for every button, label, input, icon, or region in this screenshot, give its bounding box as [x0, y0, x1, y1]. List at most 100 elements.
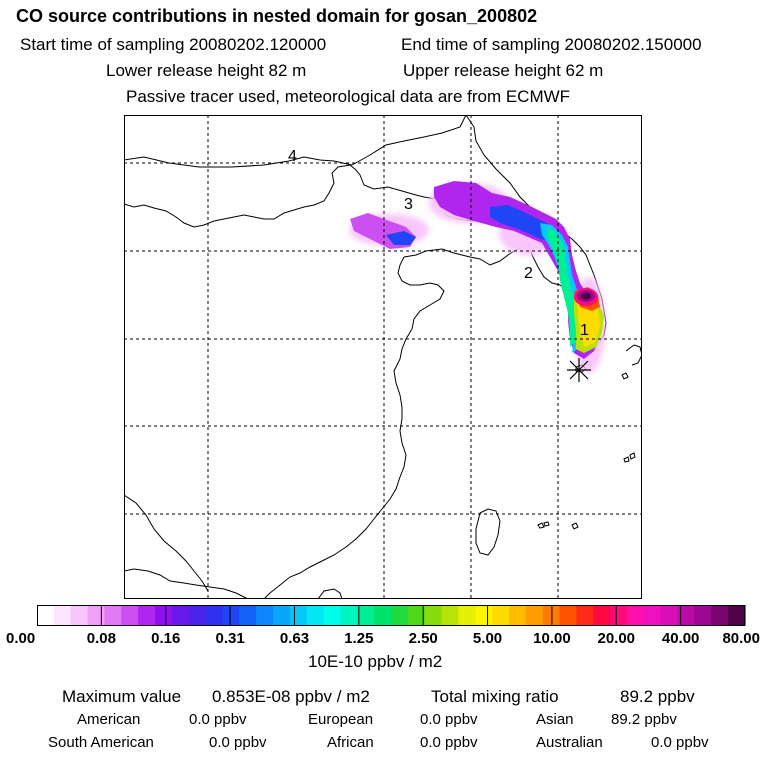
- ryukyu-3: [537, 522, 545, 529]
- taiwan: [475, 508, 501, 556]
- colorbar-tick-label: 1.25: [344, 630, 374, 647]
- colorbar-cell: [391, 605, 409, 626]
- colorbar-cell: [273, 605, 291, 626]
- lat-lon-gridlines: [124, 115, 642, 599]
- colorbar-tick-label: 40.00: [661, 630, 700, 647]
- colorbar-cell: [121, 605, 139, 626]
- start-time: Start time of sampling 20080202.120000: [20, 35, 327, 54]
- colorbar-tick-label: 20.00: [597, 630, 636, 647]
- colorbar-cell: [289, 605, 308, 626]
- map-background: [124, 115, 642, 599]
- region-label-2: 2: [524, 265, 533, 282]
- colorbar-cell: [87, 605, 106, 626]
- region-american-value: 0.0 ppbv: [189, 711, 247, 728]
- colorbar-cell: [458, 605, 476, 626]
- colorbar-cell: [728, 605, 746, 626]
- end-time: End time of sampling 20080202.150000: [401, 35, 702, 54]
- total-mixing-ratio-label: Total mixing ratio: [431, 687, 559, 706]
- east-china-coast: [263, 358, 407, 599]
- mongolia-border: [124, 164, 485, 228]
- colorbar-cell: [340, 605, 358, 626]
- region-african-name: African: [327, 734, 374, 751]
- region-label-3: 3: [404, 196, 413, 213]
- tracer-plume: [349, 181, 605, 373]
- colorbar-cell: [593, 605, 611, 626]
- colorbar-cell: [70, 605, 89, 626]
- region-south-american-name: South American: [48, 734, 154, 751]
- colorbar-cell: [306, 605, 325, 626]
- colorbar-tick-label: 0.08: [86, 630, 116, 647]
- colorbar-cell: [627, 605, 645, 626]
- upper-release-height: Upper release height 62 m: [403, 61, 604, 80]
- colorbar-tick-label: 80.00: [722, 630, 760, 647]
- colorbar-tick-label: 2.50: [408, 630, 438, 647]
- colorbar-cell: [323, 605, 342, 626]
- colorbar-cell: [256, 605, 274, 626]
- colorbar-cell: [222, 605, 240, 626]
- total-mixing-ratio-value: 89.2 ppbv: [620, 687, 695, 706]
- colorbar-cell: [188, 605, 207, 626]
- colorbar-tick-label: 5.00: [472, 630, 503, 647]
- region-labels: 4 3 2 1: [288, 148, 589, 339]
- colorbar-cell: [643, 605, 662, 626]
- colorbar-tick-label: 0.00: [6, 630, 36, 647]
- colorbar-cell: [576, 605, 594, 626]
- colorbar-unit: 10E-10 ppbv / m2: [308, 652, 443, 671]
- map-panel: 4 3 2 1: [124, 115, 642, 599]
- colorbar-cell: [660, 605, 679, 626]
- ryukyu-5: [571, 522, 579, 530]
- region-asian-name: Asian: [536, 711, 574, 728]
- yellow-sea-coast-north: [403, 240, 529, 266]
- colorbar-cell: [475, 605, 493, 626]
- colorbar-cell: [711, 605, 729, 626]
- ryukyu-4: [543, 521, 550, 527]
- colorbar-cell: [441, 605, 460, 626]
- colorbar-tick-label: 0.31: [215, 630, 245, 647]
- south-china-west: [124, 568, 249, 599]
- colorbar-cell: [53, 605, 72, 626]
- region-australian-name: Australian: [536, 734, 603, 751]
- colorbar-cell: [37, 605, 55, 626]
- region-african-value: 0.0 ppbv: [420, 734, 478, 751]
- colorbar-cell: [677, 605, 696, 626]
- colorbar-cell: [205, 605, 224, 626]
- lower-release-height: Lower release height 82 m: [106, 61, 307, 80]
- bohai-coast-west: [397, 256, 445, 360]
- plot-title: CO source contributions in nested domain…: [16, 6, 538, 26]
- colorbar-cell: [357, 605, 375, 626]
- colorbar-cell: [694, 605, 712, 626]
- colorbar-cell: [171, 605, 190, 626]
- ryukyu-1: [621, 372, 629, 380]
- mongolia-north: [124, 156, 353, 168]
- colorbar-frame: [37, 605, 745, 626]
- colorbar-cell: [104, 605, 122, 626]
- map-frame: [124, 115, 642, 599]
- tracer-note: Passive tracer used, meteorological data…: [126, 87, 571, 106]
- region-american-name: American: [77, 711, 141, 728]
- max-value: 0.853E-08 ppbv / m2: [212, 687, 370, 706]
- colorbar-tick-label: 10.00: [533, 630, 571, 647]
- region-european-name: European: [308, 711, 374, 728]
- receptor-marker: [567, 358, 591, 382]
- colorbar-cell: [138, 605, 156, 626]
- region-south-american-value: 0.0 ppbv: [209, 734, 267, 751]
- colorbar-cell: [610, 605, 628, 626]
- colorbar-cell: [525, 605, 544, 626]
- colorbar-cell: [559, 605, 578, 626]
- ryukyu-2: [629, 452, 636, 460]
- southwest-border: [124, 494, 209, 592]
- coastal-islet-1: [623, 456, 630, 463]
- colorbar-tick-label: 0.63: [279, 630, 310, 647]
- colorbar-cell: [407, 605, 426, 626]
- northeast-border-north: [351, 115, 467, 166]
- colorbar-cell: [155, 605, 173, 626]
- max-value-label: Maximum value: [62, 687, 182, 706]
- colorbar-cell: [424, 605, 443, 626]
- region-label-1: 1: [580, 322, 589, 339]
- colorbar-cell: [509, 605, 527, 626]
- region-australian-value: 0.0 ppbv: [651, 734, 709, 751]
- colorbar-cell: [374, 605, 392, 626]
- region-asian-value: 89.2 ppbv: [611, 711, 677, 728]
- colorbar: [37, 605, 746, 626]
- region-label-4: 4: [288, 148, 297, 165]
